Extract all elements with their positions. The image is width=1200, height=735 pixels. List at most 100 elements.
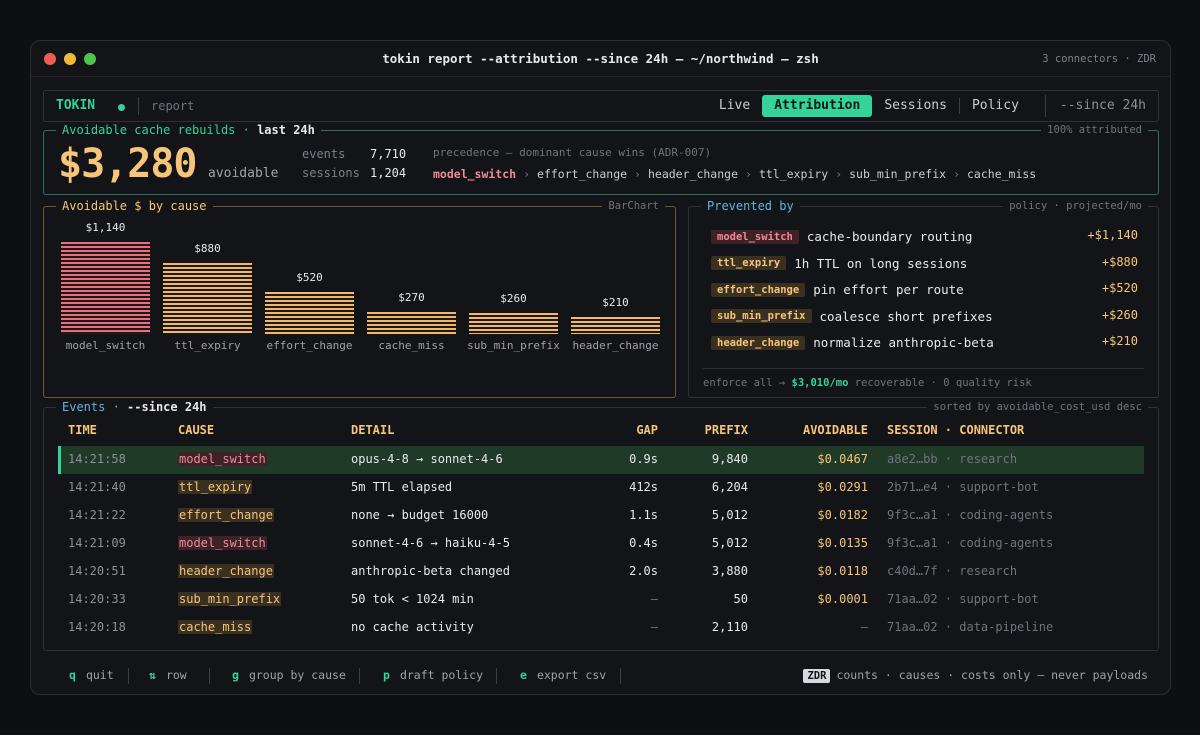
key-2: g (232, 668, 239, 682)
chevron-right-icon: › (523, 167, 531, 181)
prevented-subtitle: policy · projected/mo (1003, 200, 1148, 213)
column-header-prefix[interactable]: PREFIX (704, 423, 748, 437)
key-4: e (520, 668, 527, 682)
event-detail: sonnet-4-6 → haiku-4-5 (351, 536, 510, 550)
key-hint-quit[interactable]: q quit (69, 668, 114, 682)
table-row[interactable]: 14:20:18 cache_miss no cache activity — 2,11… (58, 614, 1144, 642)
event-session: 2b71…e4 · support-bot (887, 480, 1039, 494)
enforce-summary: enforce all → $3,010/mo recoverable · 0 … (703, 377, 1032, 389)
table-row[interactable]: 14:21:58 model_switch opus-4-8 → sonnet-4-… (58, 446, 1144, 474)
column-header-time[interactable]: TIME (68, 423, 97, 437)
table-row[interactable]: 14:21:40 ttl_expiry 5m TTL elapsed 412s 6,20… (58, 474, 1144, 502)
bar-value-label: $270 (398, 291, 425, 304)
prevented-item[interactable]: sub_min_prefix coalesce short prefixes +$2… (711, 306, 1138, 326)
prevented-title: Prevented by (701, 199, 800, 213)
event-detail: anthropic-beta changed (351, 564, 510, 578)
key-hint-draft-policy[interactable]: p draft policy (383, 668, 483, 682)
tab-attribution[interactable]: Attribution (762, 95, 873, 117)
key-hint-export-csv[interactable]: e export csv (520, 668, 606, 682)
tab-live[interactable]: Live (718, 98, 751, 113)
projected-amount: +$210 (1101, 334, 1138, 348)
close-window-button[interactable] (44, 53, 56, 65)
window-status: 3 connectors · ZDR (1042, 53, 1156, 65)
bar-ttl_expiry[interactable] (163, 263, 252, 334)
policy-label: pin effort per route (813, 282, 964, 297)
cause-badge: ttl_expiry (178, 480, 253, 494)
divider (359, 668, 360, 684)
chain-cause-ttl_expiry: ttl_expiry (758, 167, 829, 181)
chevron-right-icon: › (634, 167, 641, 181)
event-avoidable: $0.0001 (817, 592, 868, 606)
event-cause: effort_change (178, 508, 274, 522)
event-gap: 1.1s (629, 508, 658, 522)
cause-badge: model_switch (711, 229, 799, 244)
bar-model_switch[interactable] (61, 242, 150, 334)
bar-sub_min_prefix[interactable] (469, 313, 558, 334)
column-header-detail[interactable]: DETAIL (351, 423, 395, 437)
policy-label: normalize anthropic-beta (813, 335, 994, 350)
column-header-avoidable[interactable]: AVOIDABLE (802, 423, 868, 437)
event-prefix: 3,880 (711, 564, 748, 578)
policy-label: coalesce short prefixes (819, 308, 993, 324)
bar-value-label: $520 (296, 271, 323, 284)
bar-cache_miss[interactable] (367, 312, 456, 334)
event-gap: — (650, 592, 658, 606)
chain-cause-header_change: header_change (647, 167, 738, 181)
cause-badge: effort_change (711, 282, 806, 297)
since-filter[interactable]: --since 24h (1044, 95, 1148, 117)
chart-type-label: BarChart (602, 200, 665, 213)
key-1: ⇅ (149, 668, 156, 682)
key-hint-group-by-cause[interactable]: g group by cause (232, 668, 346, 682)
event-time: 14:21:58 (68, 452, 126, 466)
projected-amount: +$520 (1101, 281, 1138, 295)
event-detail: none → budget 16000 (351, 508, 489, 522)
table-row[interactable]: 14:20:51 header_change anthropic-beta chan… (58, 558, 1144, 586)
table-row[interactable]: 14:20:33 sub_min_prefix 50 tok < 1024 min —… (58, 586, 1144, 614)
title-bar: tokin report --attribution --since 24h —… (31, 41, 1170, 77)
prevented-item[interactable]: ttl_expiry 1h TTL on long sessions +$880 (711, 253, 1138, 273)
bar-header_change[interactable] (571, 317, 660, 334)
chevron-right-icon: › (953, 167, 960, 181)
prevented-item[interactable]: header_change normalize anthropic-beta +$2… (711, 332, 1138, 352)
key-hint-row[interactable]: ⇅ row (149, 668, 187, 682)
table-row[interactable]: 14:21:22 effort_change none → budget 16000… (58, 502, 1144, 530)
sort-indicator: sorted by avoidable_cost_usd desc (927, 401, 1148, 414)
key-label: group by cause (248, 668, 346, 682)
precedence-note: precedence — dominant cause wins (ADR-00… (433, 146, 712, 159)
key-label: row (165, 668, 187, 682)
minimize-window-button[interactable] (64, 53, 76, 65)
projected-amount: +$1,140 (1087, 228, 1138, 242)
event-time: 14:20:33 (68, 592, 126, 606)
privacy-note: ZDR counts · causes · costs only — never … (803, 668, 1148, 683)
prevented-item[interactable]: effort_change pin effort per route +$520 (711, 279, 1138, 299)
column-header-gap[interactable]: GAP (636, 423, 658, 437)
bar-chart: $1,140 model_switch $880 ttl_expiry $520 effo… (44, 207, 675, 397)
divider (209, 668, 210, 684)
events-title: Events · --since 24h (56, 400, 213, 414)
table-row[interactable]: 14:21:09 model_switch sonnet-4-6 → haiku-4… (58, 530, 1144, 558)
zoom-window-button[interactable] (84, 53, 96, 65)
tab-policy[interactable]: Policy (971, 98, 1019, 113)
events-panel: Events · --since 24h sorted by avoidable… (43, 400, 1159, 651)
cause-badge: cache_miss (178, 620, 253, 634)
bar-effort_change[interactable] (265, 292, 354, 334)
column-header-session[interactable]: SESSION · CONNECTOR (887, 423, 1025, 437)
column-header-cause[interactable]: CAUSE (178, 423, 215, 437)
divider (138, 97, 139, 115)
event-prefix: 9,840 (711, 452, 748, 466)
bar-value-label: $260 (500, 292, 527, 305)
top-bar: TOKIN report Live Attribution Sessions P… (43, 90, 1159, 122)
event-session: c40d…7f · research (887, 564, 1018, 578)
prevented-item[interactable]: model_switch cache-boundary routing +$1,14… (711, 226, 1138, 246)
event-cause: sub_min_prefix (178, 592, 282, 606)
event-detail: 50 tok < 1024 min (351, 592, 474, 606)
event-session: a8e2…bb · research (887, 452, 1018, 466)
event-cause: header_change (178, 564, 274, 578)
divider (703, 368, 1144, 369)
divider (620, 668, 621, 684)
event-detail: no cache activity (351, 620, 474, 634)
tab-sessions[interactable]: Sessions (884, 98, 947, 113)
bar-category-label: effort_change (266, 339, 353, 352)
policy-label: cache-boundary routing (806, 229, 973, 244)
policy-label: 1h TTL on long sessions (794, 255, 968, 271)
